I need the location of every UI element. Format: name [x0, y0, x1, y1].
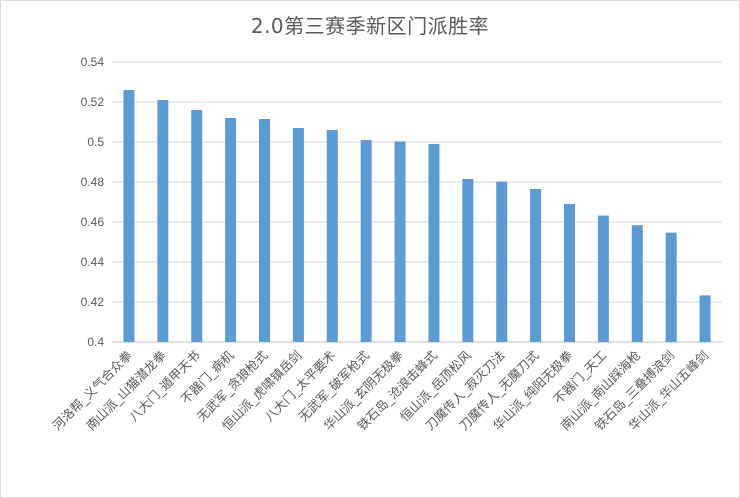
chart-title: 2.0第三赛季新区门派胜率: [250, 14, 490, 38]
y-tick-label: 0.46: [81, 215, 105, 229]
bar: [699, 295, 711, 342]
bar: [191, 110, 203, 342]
bar: [597, 215, 609, 342]
bar: [496, 181, 508, 342]
bar: [123, 90, 135, 342]
bar: [394, 141, 406, 342]
y-tick-label: 0.44: [81, 255, 105, 269]
y-tick-label: 0.4: [87, 335, 104, 349]
bar: [462, 179, 474, 342]
bar: [530, 189, 542, 342]
y-tick-label: 0.48: [81, 175, 105, 189]
bar: [428, 144, 440, 342]
bar: [665, 232, 677, 342]
bar: [157, 100, 169, 342]
bar: [564, 204, 575, 342]
bar: [631, 225, 643, 342]
bar: [259, 119, 270, 342]
bar: [225, 118, 237, 342]
y-tick-label: 0.5: [87, 135, 104, 149]
y-tick-label: 0.52: [81, 95, 105, 109]
bar: [326, 130, 338, 342]
bar: [292, 128, 304, 342]
bar: [360, 140, 372, 342]
y-tick-label: 0.42: [81, 295, 105, 309]
y-tick-label: 0.54: [81, 55, 105, 69]
